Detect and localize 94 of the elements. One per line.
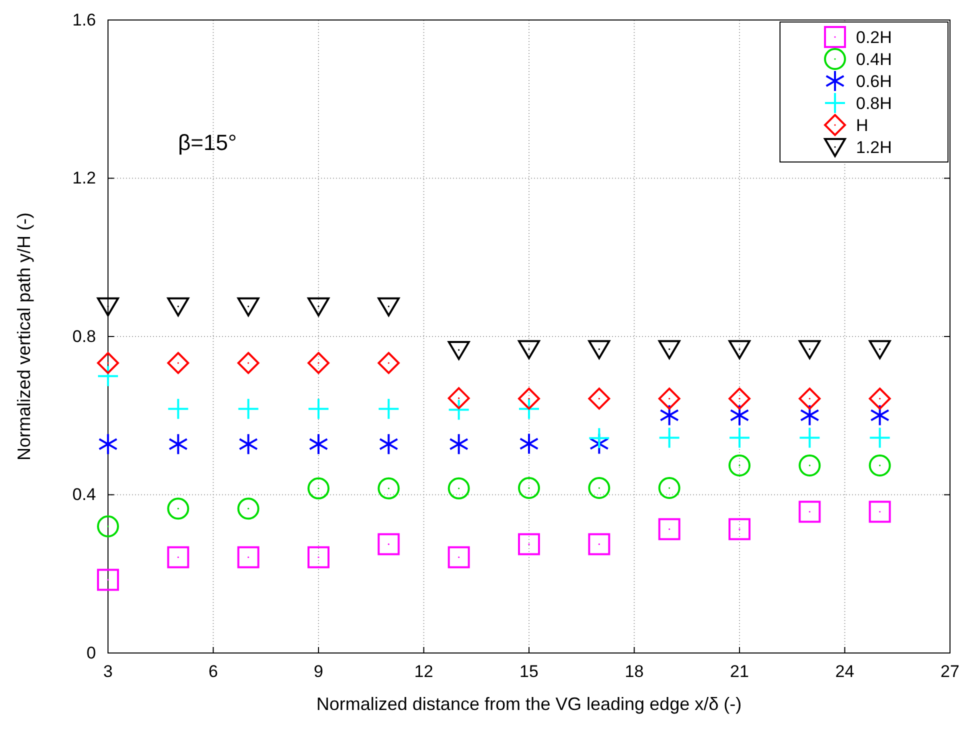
point	[97, 568, 119, 591]
point	[728, 454, 750, 476]
legend-label: 0.2H	[856, 28, 892, 47]
point	[868, 388, 891, 410]
y-tick-label: 1.2	[72, 168, 96, 188]
point	[308, 433, 328, 456]
point	[98, 433, 118, 456]
point	[308, 546, 330, 568]
annotation: β=15°	[178, 130, 237, 155]
point	[660, 404, 680, 426]
point	[658, 340, 680, 360]
point	[658, 477, 680, 500]
point	[588, 388, 610, 410]
point	[658, 388, 680, 410]
point	[798, 426, 821, 449]
point	[237, 398, 260, 420]
legend-label: 1.2H	[856, 138, 892, 157]
x-tick-label: 21	[730, 662, 749, 682]
x-tick-label: 12	[414, 662, 434, 682]
point	[518, 388, 540, 410]
y-tick-label: 0.4	[72, 485, 96, 504]
point	[798, 388, 821, 410]
point	[167, 546, 190, 568]
point	[798, 454, 821, 476]
legend-label: 0.4H	[856, 50, 892, 69]
x-tick-label: 9	[314, 662, 324, 682]
point	[448, 387, 470, 410]
point	[449, 433, 469, 456]
legend-label: 0.8H	[856, 94, 892, 113]
point	[868, 340, 891, 360]
point	[378, 477, 400, 500]
point	[658, 426, 680, 449]
point	[378, 533, 400, 556]
point	[728, 340, 750, 360]
point	[308, 297, 330, 316]
point	[308, 352, 330, 374]
legend-label: H	[856, 116, 868, 135]
point	[237, 352, 260, 374]
x-axis-title: Normalized distance from the VG leading edge x/δ (-)	[316, 694, 742, 714]
point	[167, 352, 190, 374]
point	[238, 433, 258, 456]
point	[448, 546, 470, 568]
point	[448, 340, 470, 360]
point	[798, 500, 821, 523]
x-tick-label: 3	[103, 662, 113, 682]
point	[798, 340, 821, 360]
point	[518, 340, 540, 360]
point	[588, 533, 610, 556]
point	[868, 426, 891, 449]
point	[448, 398, 470, 421]
point	[378, 297, 400, 316]
point	[378, 433, 398, 456]
point	[97, 297, 119, 316]
point	[308, 477, 330, 500]
point	[658, 518, 680, 540]
point	[730, 404, 750, 426]
point	[800, 404, 820, 426]
point	[588, 427, 610, 450]
point	[97, 365, 119, 388]
point	[588, 340, 610, 360]
point	[167, 398, 190, 420]
point	[378, 352, 400, 374]
point	[518, 533, 540, 556]
point	[167, 297, 190, 316]
point	[378, 398, 400, 420]
point	[518, 398, 540, 420]
point	[868, 500, 891, 523]
x-tick-label: 6	[208, 662, 218, 682]
point	[728, 518, 750, 540]
point	[519, 432, 539, 455]
point	[168, 433, 188, 456]
point	[167, 498, 190, 520]
point	[868, 454, 891, 476]
point	[308, 398, 330, 420]
y-axis-title: Normalized vertical path y/H (-)	[14, 212, 34, 461]
point	[237, 546, 260, 568]
legend-label: 0.6H	[856, 72, 892, 91]
point	[448, 477, 470, 500]
point	[237, 297, 260, 316]
y-tick-label: 0	[86, 643, 96, 662]
point	[728, 426, 750, 449]
x-tick-label: 18	[624, 662, 644, 682]
point	[870, 404, 890, 426]
point	[728, 388, 750, 410]
x-tick-label: 15	[520, 662, 538, 682]
point	[237, 498, 260, 520]
y-tick-label: 0.8	[72, 326, 96, 346]
point	[518, 477, 540, 500]
x-tick-label: 27	[940, 662, 960, 682]
point	[97, 515, 119, 538]
point	[588, 477, 610, 500]
point	[97, 352, 119, 374]
x-tick-label: 24	[835, 662, 854, 682]
y-tick-label: 1.6	[72, 10, 96, 30]
